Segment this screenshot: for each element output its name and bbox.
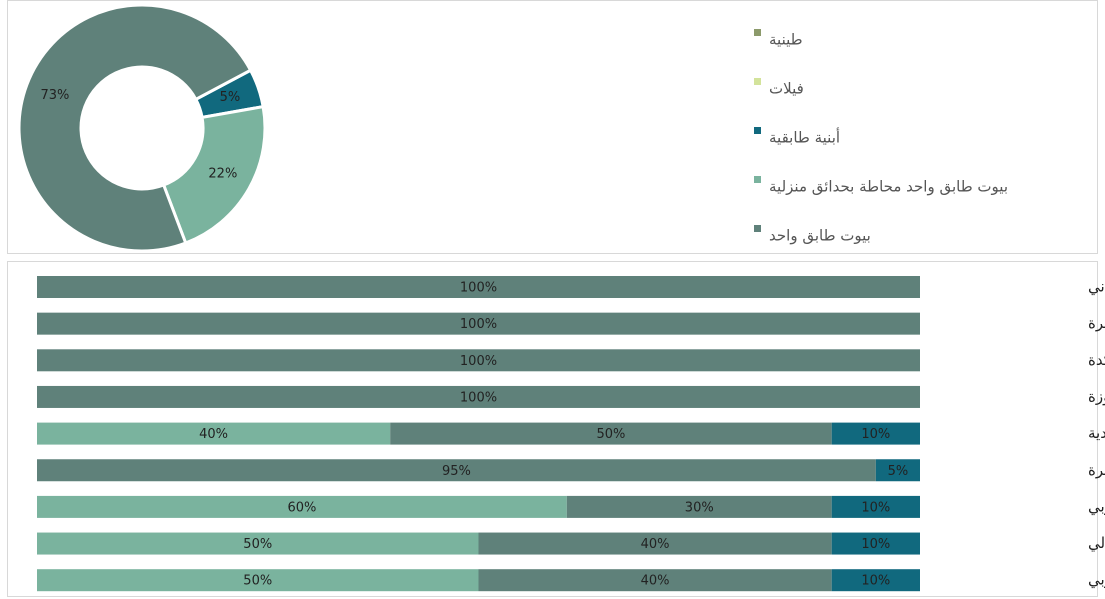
bar-value-label: 10% [861, 427, 890, 442]
legend-label: طينية [769, 31, 803, 49]
bar-value-label: 60% [287, 500, 316, 515]
donut-panel [7, 0, 1098, 254]
bar-value-label: 100% [460, 281, 497, 296]
bar-segment [875, 459, 920, 482]
donut-chart: 5% 22% 73% طينية فيلات أبنية طابقية بيوت طابق … [17, 3, 1008, 253]
legend-swatch [754, 78, 761, 85]
category-label: حي مركدة [1088, 351, 1105, 370]
bar-value-label: 50% [243, 574, 272, 589]
donut-slice [17, 3, 253, 253]
bar-value-label: 30% [685, 500, 714, 515]
bar-value-label: 40% [199, 427, 228, 442]
bar-segment [478, 569, 832, 592]
legend-swatch [754, 176, 761, 183]
bar-segment [478, 532, 832, 555]
bar-segment [390, 422, 832, 445]
bar-segment [37, 532, 479, 555]
bar-value-label: 10% [861, 537, 890, 552]
category-label: الحي الغربي [1088, 497, 1105, 516]
bar-value-label: 100% [460, 354, 497, 369]
bar-panel [7, 261, 1098, 597]
bar-segment [37, 495, 567, 518]
bar-segment [831, 569, 920, 592]
bar-segment [37, 349, 920, 372]
bar-value-label: 10% [861, 500, 890, 515]
bar-segment [831, 532, 920, 555]
category-label: حي المروزة [1088, 387, 1105, 406]
bar-segment [37, 385, 920, 408]
bar-segment [37, 422, 391, 445]
category-label: حي البلدية [1088, 424, 1105, 443]
legend-label: بيوت طابق واحد محاطة بحدائق منزلية [769, 178, 1008, 196]
bar-segment [831, 422, 920, 445]
bar-chart: كسرة تحتاني 100% شمالي حمّار الكسرة 100% حي … [37, 276, 1105, 592]
bar-value-label: 5% [888, 464, 909, 479]
bar-value-label: 100% [460, 390, 497, 405]
legend-label: فيلات [769, 80, 804, 98]
legend-swatch [754, 29, 761, 36]
bar-segment [37, 569, 479, 592]
donut-slice [161, 104, 267, 245]
bar-segment [37, 276, 920, 298]
category-label: حمّار الكسرة [1088, 461, 1105, 479]
legend-swatch [754, 127, 761, 134]
bar-segment [37, 459, 876, 482]
slice-label: 5% [220, 90, 241, 105]
bar-value-label: 10% [861, 574, 890, 589]
slice-label: 73% [40, 88, 69, 103]
legend-label: بيوت طابق واحد [769, 227, 871, 245]
bar-value-label: 95% [442, 464, 471, 479]
bar-value-label: 100% [460, 317, 497, 332]
legend-swatch [754, 225, 761, 232]
bar-value-label: 50% [243, 537, 272, 552]
bar-value-label: 50% [596, 427, 625, 442]
slice-label: 22% [208, 166, 237, 181]
category-label: الحي الجنوبي [1088, 571, 1105, 590]
bar-segment [566, 495, 832, 518]
bar-segment [831, 495, 920, 518]
category-label: كسرة تحتاني [1088, 278, 1105, 297]
category-label: شمالي حمّار الكسرة [1088, 314, 1105, 333]
bar-value-label: 40% [641, 537, 670, 552]
bar-value-label: 40% [641, 574, 670, 589]
bar-segment [37, 312, 920, 335]
category-label: الحي الشمالي [1088, 534, 1105, 553]
legend-label: أبنية طابقية [769, 128, 840, 147]
